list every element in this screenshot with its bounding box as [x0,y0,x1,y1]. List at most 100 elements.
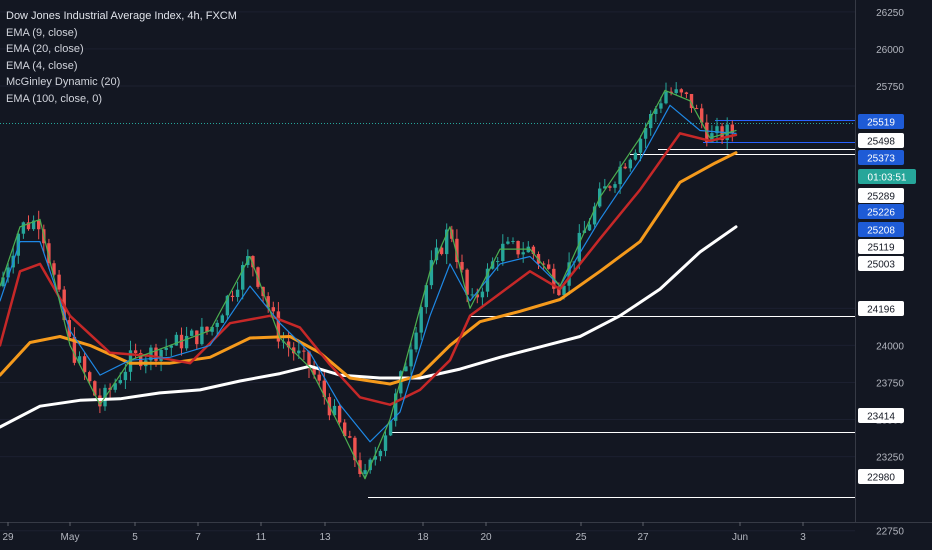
legend-ema-100[interactable]: EMA (100, close, 0) [6,92,102,105]
x-tick-label: 7 [195,532,201,543]
x-tick-label: 5 [132,532,138,543]
candle-body [113,383,117,390]
candle-body [506,241,510,244]
price-badge-label: 25119 [867,243,895,254]
legend-title[interactable]: Dow Jones Industrial Average Index, 4h, … [6,10,237,22]
candle-body [679,89,683,93]
x-tick-label: 27 [637,532,649,543]
x-tick-label: 11 [256,532,267,543]
candle-body [195,330,199,345]
indicator-line [0,225,738,429]
candle-body [633,152,638,160]
candle-body [643,128,648,139]
y-tick-label: 26250 [876,8,904,19]
candle-body [322,380,326,398]
y-tick-label: 22750 [876,527,904,538]
candle-body [587,224,592,231]
price-badge [858,204,904,219]
x-tick-label: May [61,532,80,543]
x-tick-label: 13 [319,532,331,543]
candle-body [297,350,301,354]
legend-ema-9[interactable]: EMA (9, close) [6,26,78,39]
candle-body [654,108,658,114]
candle-body [480,291,485,298]
candle-body [133,350,138,354]
candle-body [409,349,413,367]
candle-body [562,285,566,296]
x-tick-label: 25 [575,532,587,543]
price-badge [858,188,904,203]
price-badge [858,169,916,184]
candle-body [689,93,694,109]
candle-body [16,233,20,256]
candle-body [373,456,377,460]
time-axis[interactable]: 29 May 5 7 11 13 18 20 25 27 Jun 3 [2,522,806,543]
candle-body [169,345,173,348]
chart-legend: Dow Jones Industrial Average Index, 4h, … [6,8,237,107]
candle-body [715,126,719,134]
candle-body [394,393,398,421]
candle-body [47,243,51,264]
candle-body [302,350,306,352]
candle-body [623,166,627,169]
candle-body [618,166,622,185]
candle-body [31,220,36,230]
price-badge-label: 25208 [867,226,895,237]
indicator-line [0,89,737,480]
indicator-line [0,151,738,386]
legend-mcginley-dynamic[interactable]: McGinley Dynamic (20) [6,76,121,88]
candle-body [154,347,158,361]
price-badge [858,239,904,254]
price-badge-label: 22980 [867,473,895,484]
candle-body [700,108,704,123]
price-badge-label: 25519 [867,118,895,129]
candle-body [455,238,459,263]
candle-body [424,285,428,308]
candle-body [286,341,291,348]
candle-body [445,229,449,255]
price-badge-label: 25003 [867,260,895,271]
price-badge [858,256,904,271]
candle-body [210,326,214,332]
candle-body [266,296,270,308]
candle-body [93,381,97,396]
candle-body [21,222,26,234]
price-badge [858,114,904,129]
candle-body [190,330,194,336]
indicator-line [0,132,738,406]
candle-body [52,263,56,275]
candle-body [541,263,546,265]
candle-body [72,336,77,363]
price-badge-label: 25373 [867,154,895,165]
candle-body [215,322,219,327]
indicator-line [0,104,737,443]
candle-body [613,184,617,188]
candle-body [496,261,500,263]
price-badge [858,150,904,165]
candle-body [312,367,316,375]
candle-body [26,222,31,230]
y-tick-label: 25750 [876,82,904,93]
candle-body [230,295,235,298]
candle-body [516,240,520,255]
price-badge-label: 24196 [867,305,895,316]
candle-body [730,124,734,134]
candle-body [241,265,245,290]
candle-body [363,470,367,475]
candle-body [429,260,434,286]
candle-body [531,246,536,255]
candle-body [404,366,408,372]
x-tick-label: 3 [800,532,806,543]
candle-body [465,269,469,295]
candle-body [317,374,321,381]
legend-ema-20[interactable]: EMA (20, close) [6,43,84,55]
candle-body [439,247,444,255]
legend-ema-4[interactable]: EMA (4, close) [6,59,78,72]
candle-body [343,422,347,437]
candle-body [470,294,474,296]
candle-body [460,262,464,270]
candle-body [557,288,561,296]
candle-body [337,405,342,423]
horizontal-levels [0,120,855,498]
